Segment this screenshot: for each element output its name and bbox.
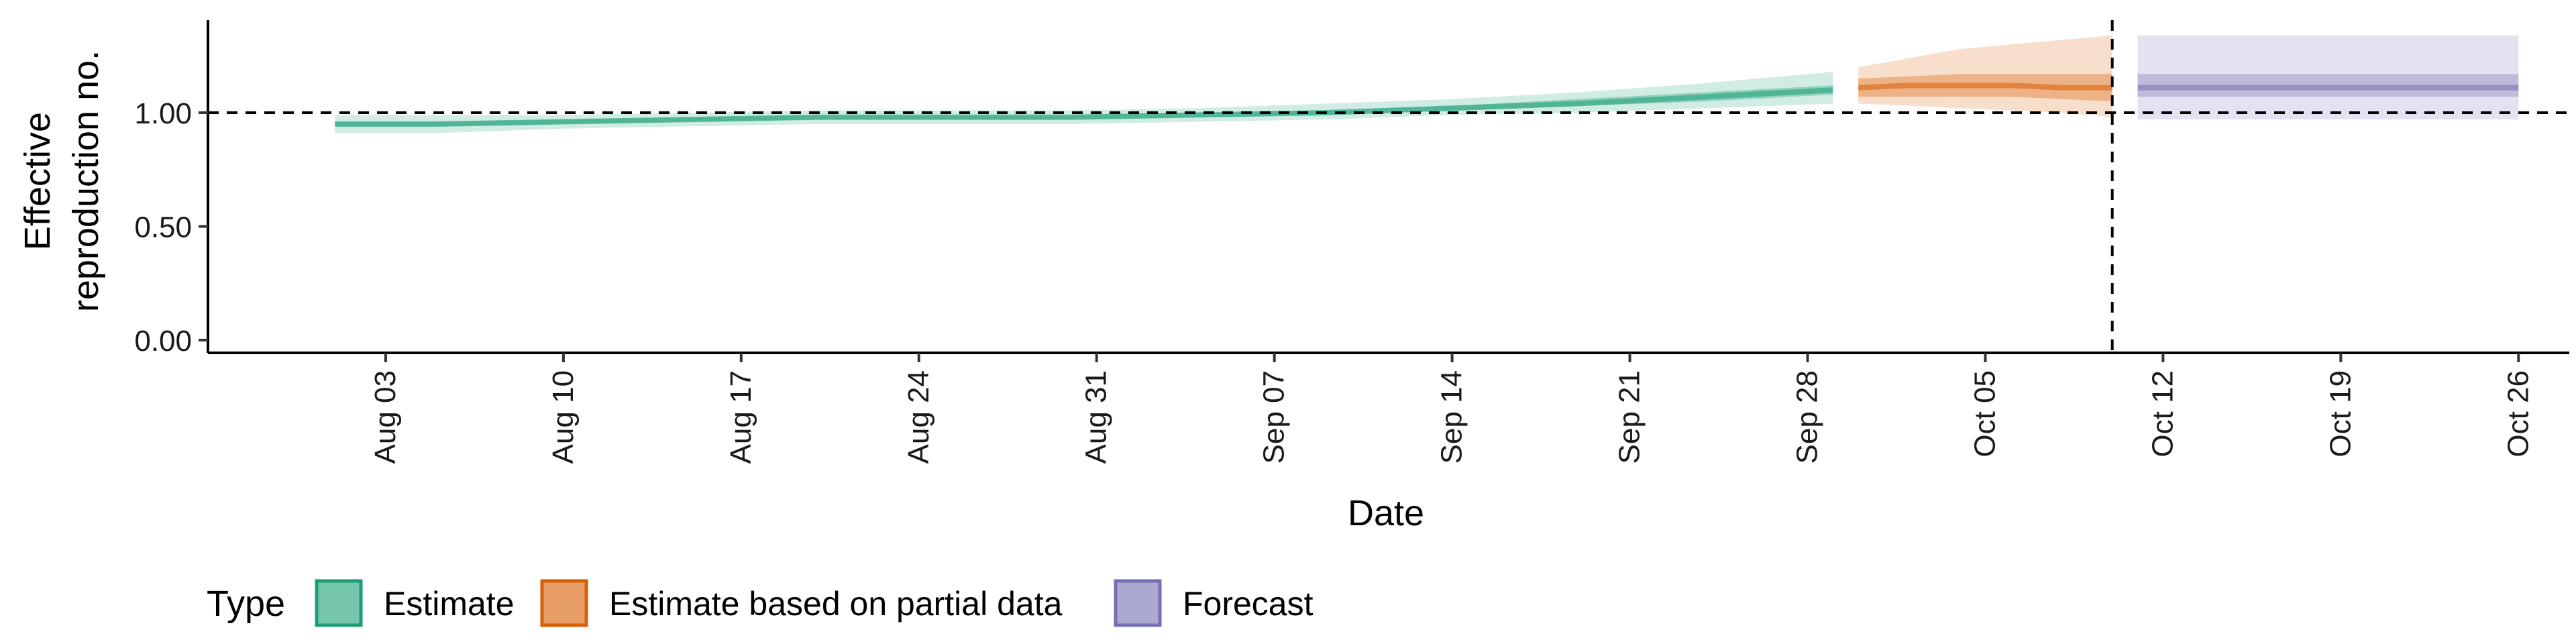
legend-title: Type <box>207 584 285 624</box>
series-estimate <box>335 71 1833 133</box>
x-tick-label: Aug 10 <box>547 370 580 464</box>
x-tick-label: Sep 28 <box>1791 370 1824 464</box>
x-tick-label: Sep 21 <box>1613 370 1646 464</box>
y-ticks: 0.00 0.50 1.00 <box>134 97 208 358</box>
x-tick-label: Sep 14 <box>1436 370 1468 464</box>
legend-item-estimate: Estimate <box>315 579 515 627</box>
legend-item-forecast: Forecast <box>1114 579 1313 627</box>
band-90-partial <box>1858 35 2112 117</box>
legend-swatch <box>1114 579 1162 627</box>
series-partial <box>1858 35 2112 117</box>
x-tick-label: Oct 26 <box>2502 370 2534 458</box>
y-tick-label: 1.00 <box>134 97 192 130</box>
legend-label: Estimate <box>384 585 515 623</box>
median-line-estimate <box>335 87 1833 127</box>
band-90-forecast <box>2137 35 2519 120</box>
x-ticks: Aug 03 Aug 10 Aug 17 Aug 24 Aug 31 Sep 07 Sep … <box>369 353 2534 464</box>
legend-swatch <box>315 579 363 627</box>
median-line-partial <box>1858 83 2112 91</box>
x-axis-title: Date <box>1348 493 1424 533</box>
y-tick-label: 0.50 <box>134 211 192 244</box>
data-bands <box>335 35 2519 133</box>
y-axis-title-line-2: reproduction no. <box>66 50 106 312</box>
legend-label: Forecast <box>1183 585 1313 623</box>
x-tick-label: Sep 07 <box>1258 370 1291 464</box>
x-tick-label: Oct 12 <box>2146 370 2179 458</box>
series-forecast <box>2137 35 2519 120</box>
x-tick-label: Aug 03 <box>369 370 402 464</box>
x-tick-label: Aug 24 <box>902 370 935 464</box>
y-axis-title: Effective reproduction no. <box>17 50 106 312</box>
axes <box>207 20 2569 354</box>
x-tick-label: Oct 19 <box>2324 370 2357 458</box>
legend-items: Estimate Estimate based on partial data Fo… <box>315 579 1313 627</box>
legend-swatch <box>540 579 588 627</box>
legend-label: Estimate based on partial data <box>609 585 1063 623</box>
y-tick-label: 0.00 <box>134 325 192 358</box>
x-tick-label: Oct 05 <box>1968 370 2001 458</box>
legend: Type Estimate Estimate based on partial d… <box>207 579 1313 627</box>
x-tick-label: Aug 31 <box>1080 370 1113 464</box>
y-axis-title-line-1: Effective <box>17 112 58 250</box>
legend-item-partial: Estimate based on partial data <box>540 579 1063 627</box>
x-tick-label: Aug 17 <box>724 370 757 464</box>
